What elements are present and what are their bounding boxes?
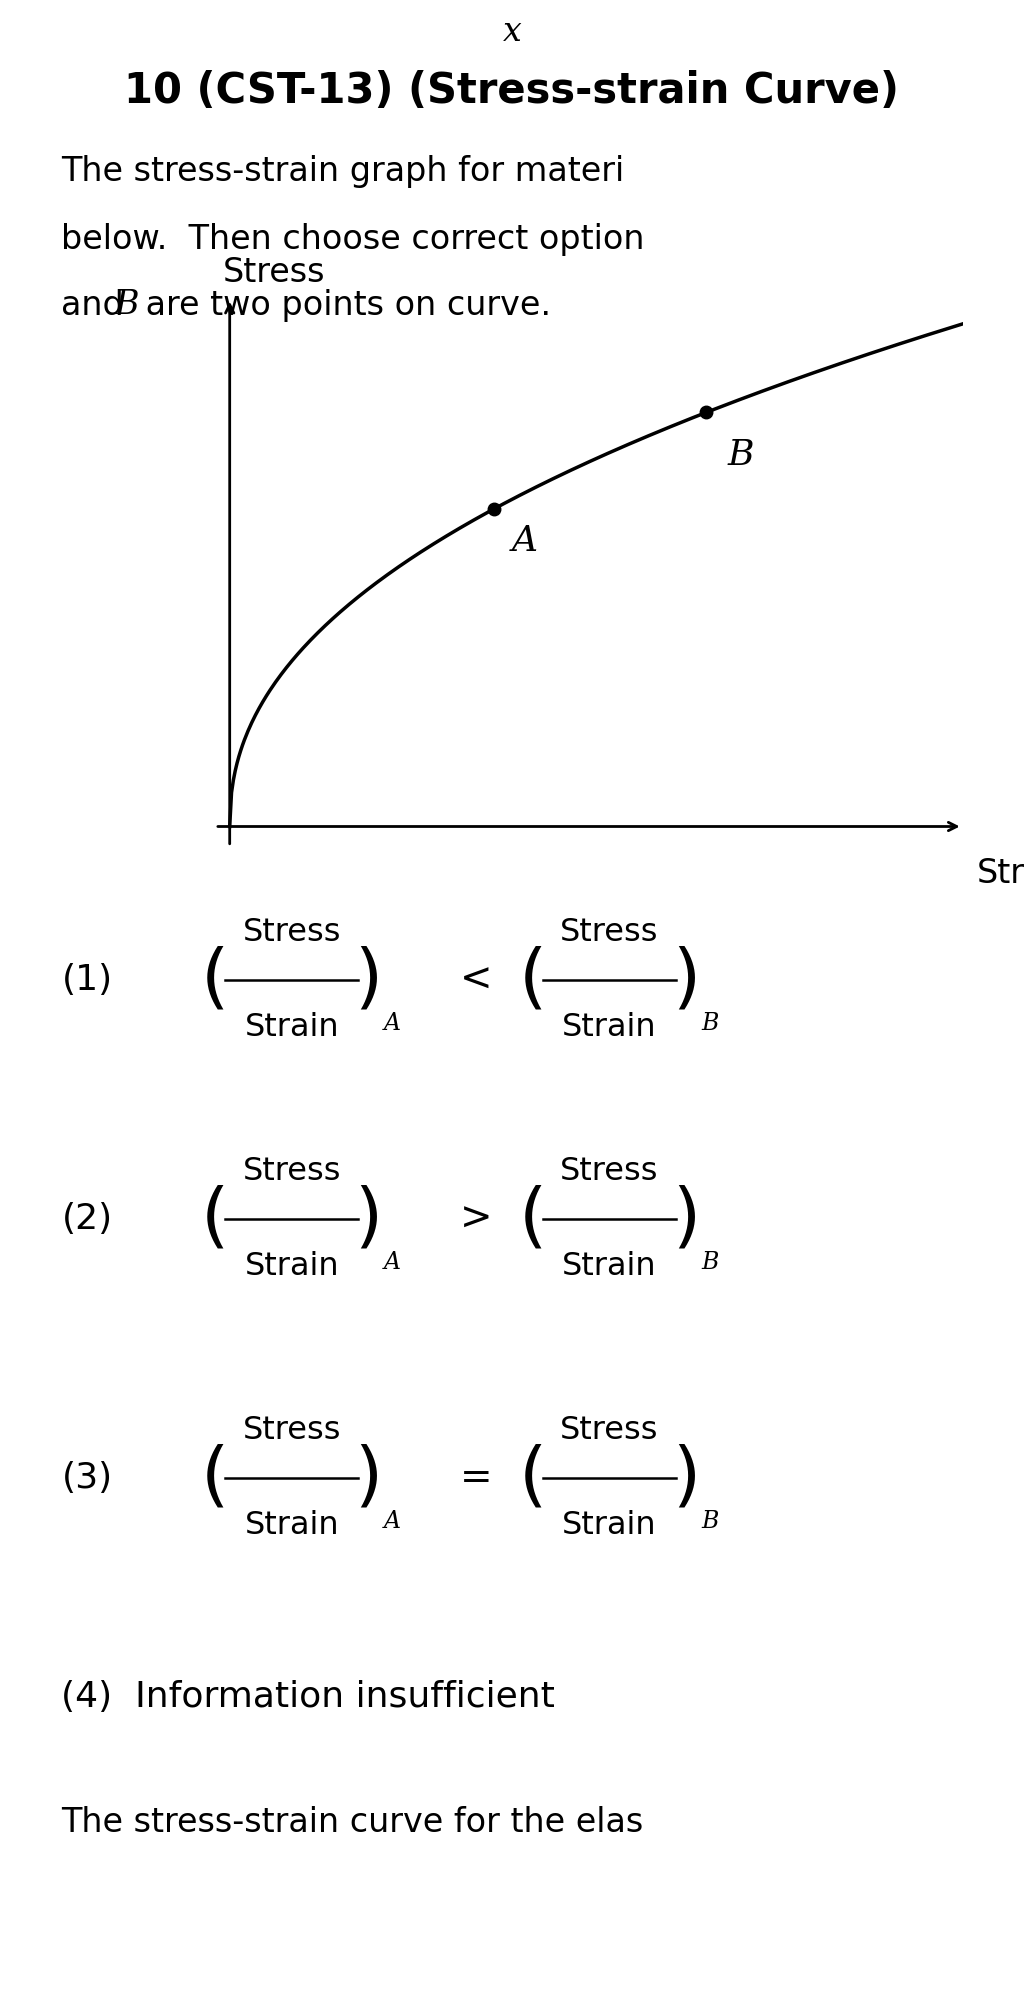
Text: Strain: Strain [245, 1012, 339, 1044]
Text: x: x [503, 16, 521, 48]
Text: B: B [701, 1510, 719, 1534]
Text: Stress: Stress [560, 1155, 658, 1187]
Text: B: B [115, 289, 139, 321]
Text: (: ( [518, 1444, 547, 1512]
Text: are two points on curve.: are two points on curve. [135, 289, 551, 323]
Text: A: A [384, 1251, 401, 1275]
Text: B: B [701, 1012, 719, 1036]
Text: =: = [460, 1458, 493, 1498]
Text: >: > [460, 1199, 493, 1239]
Text: (: ( [201, 946, 229, 1014]
Text: (: ( [201, 1444, 229, 1512]
Text: Strain: Strain [562, 1510, 656, 1542]
Text: ): ) [672, 946, 700, 1014]
Text: B: B [728, 438, 755, 472]
Text: Strain: Strain [562, 1012, 656, 1044]
Text: B: B [701, 1251, 719, 1275]
Text: Stress: Stress [560, 916, 658, 948]
Text: The stress-strain curve for the elas: The stress-strain curve for the elas [61, 1807, 644, 1839]
Text: <: < [460, 960, 493, 1000]
Text: Stress: Stress [243, 1155, 341, 1187]
Text: below.  Then choose correct option: below. Then choose correct option [61, 223, 645, 257]
Text: (3): (3) [61, 1460, 113, 1496]
Text: A: A [512, 524, 538, 558]
Text: (2): (2) [61, 1201, 113, 1237]
Text: (1): (1) [61, 962, 113, 998]
Text: Stress: Stress [222, 255, 325, 289]
Text: The stress-strain graph for materi: The stress-strain graph for materi [61, 155, 625, 189]
Text: and: and [61, 289, 135, 323]
Text: Strain: Strain [562, 1251, 656, 1283]
Text: (: ( [201, 1185, 229, 1253]
Text: A: A [384, 1510, 401, 1534]
Text: Stress: Stress [243, 916, 341, 948]
Text: ): ) [672, 1444, 700, 1512]
Text: ): ) [354, 946, 383, 1014]
Text: Stress: Stress [560, 1414, 658, 1446]
Text: (: ( [518, 946, 547, 1014]
Text: ): ) [672, 1185, 700, 1253]
Text: Strain: Strain [245, 1251, 339, 1283]
Text: ): ) [354, 1444, 383, 1512]
Text: 10 (CST-13) (Stress-strain Curve): 10 (CST-13) (Stress-strain Curve) [125, 70, 899, 112]
Text: A: A [384, 1012, 401, 1036]
Text: ): ) [354, 1185, 383, 1253]
Text: (4)  Information insufficient: (4) Information insufficient [61, 1679, 555, 1715]
Text: Strain: Strain [977, 857, 1024, 890]
Text: (: ( [518, 1185, 547, 1253]
Text: Stress: Stress [243, 1414, 341, 1446]
Text: Strain: Strain [245, 1510, 339, 1542]
